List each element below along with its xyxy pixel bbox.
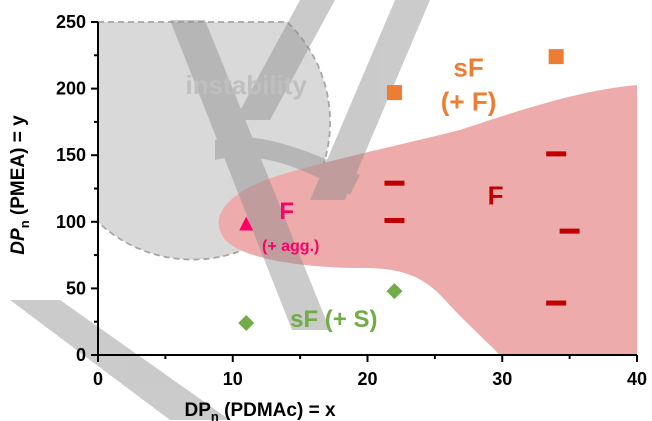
marker-diamond	[238, 315, 255, 332]
watermark-stroke-1	[235, 0, 335, 120]
x-axis-title-rest: (PDMAc) = x	[219, 400, 336, 421]
annotation-label: F	[279, 198, 294, 225]
x-tick-label: 30	[492, 369, 512, 389]
marker-dash	[546, 300, 567, 306]
watermark-stroke-2	[10, 300, 230, 420]
x-axis-title-subscript: n	[211, 409, 219, 421]
x-axis-title: DPn (PDMAc) = x	[184, 400, 335, 421]
y-tick-label: 250	[56, 12, 86, 32]
y-tick-label: 50	[66, 278, 86, 298]
watermark-stroke-4	[310, 0, 430, 200]
annotation-label: (+ F)	[441, 86, 497, 116]
y-tick-label: 0	[76, 345, 86, 365]
marker-square	[386, 85, 402, 101]
axes: 0 50 100 150 200 250 0 10 20 30 40	[56, 12, 647, 389]
annotation-label: sF	[453, 53, 483, 83]
x-tick-label: 20	[357, 369, 377, 389]
watermark-stroke-3	[170, 20, 330, 330]
marker-dash	[384, 217, 405, 223]
y-axis-title: DPn (PMEA) = y	[8, 115, 32, 255]
annotation-label: sF (+ S)	[290, 306, 377, 333]
annotation-label: (+ agg.)	[262, 238, 319, 255]
marker-dash	[546, 151, 567, 157]
y-axis-title-base: DP	[8, 228, 29, 255]
regions-layer	[97, 21, 637, 355]
y-axis-title-subscript: n	[17, 220, 32, 228]
marker-dash	[559, 228, 580, 234]
watermark	[10, 0, 430, 420]
marker-square	[548, 49, 564, 65]
x-tick-label: 40	[627, 369, 647, 389]
marker-diamond	[386, 283, 403, 300]
f-phase-region	[218, 85, 637, 355]
data-markers	[238, 49, 580, 332]
annotation-label: instability	[186, 70, 308, 100]
watermark-stroke-5	[215, 136, 360, 195]
marker-dash	[384, 180, 405, 186]
x-tick-label: 10	[223, 369, 243, 389]
annotations: instability sF(+ F) F F (+ agg.) sF (+ S)	[186, 53, 504, 333]
y-tick-label: 200	[56, 79, 86, 99]
y-tick-label: 100	[56, 212, 86, 232]
y-tick-label: 150	[56, 145, 86, 165]
y-axis-title-rest: (PMEA) = y	[8, 115, 29, 220]
x-axis-title-base: DP	[184, 400, 211, 421]
x-tick-label: 0	[93, 369, 103, 389]
marker-triangle	[239, 216, 254, 231]
annotation-label: F	[488, 180, 504, 210]
